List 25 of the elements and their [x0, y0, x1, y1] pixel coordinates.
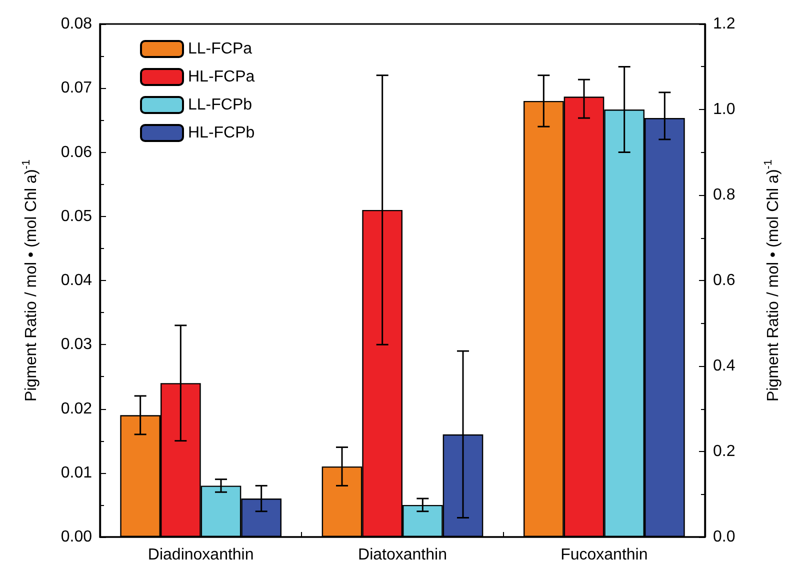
- y2-tick-label: 1.0: [713, 101, 736, 118]
- y2-axis-title: Pigment Ratio / mol • (mol Chl a)-1: [762, 159, 782, 402]
- y-tick-label: 0.02: [60, 400, 92, 418]
- y-tick-label: 0.06: [60, 144, 92, 161]
- x-tick-label: Diatoxanthin: [358, 546, 447, 564]
- legend-label: HL-FCPa: [188, 68, 255, 86]
- y-tick-label: 0.04: [60, 272, 92, 289]
- legend-label: LL-FCPa: [188, 40, 252, 58]
- y2-tick-label: 1.2: [713, 16, 736, 32]
- y-tick-label: 0.07: [60, 80, 92, 97]
- y2-tick-label: 0.0: [713, 528, 736, 546]
- y2-tick-label: 0.8: [713, 186, 736, 204]
- legend-label: HL-FCPb: [188, 124, 255, 142]
- x-tick-label: Diadinoxanthin: [148, 546, 254, 564]
- y-tick-label: 0.01: [60, 464, 92, 482]
- y-tick-label: 0.00: [60, 528, 92, 546]
- y2-tick-label: 0.4: [713, 358, 736, 374]
- legend-label: LL-FCPb: [188, 96, 252, 114]
- x-tick-label: Fucoxanthin: [560, 546, 648, 564]
- y-axis-title: Pigment Ratio / mol • (mol Chl a)-1: [20, 159, 40, 402]
- y-tick-label: 0.08: [60, 16, 92, 32]
- y-tick-label: 0.03: [60, 336, 92, 354]
- y2-tick-label: 0.2: [713, 443, 736, 460]
- y2-tick-label: 0.6: [713, 272, 736, 289]
- y-tick-label: 0.05: [60, 208, 92, 225]
